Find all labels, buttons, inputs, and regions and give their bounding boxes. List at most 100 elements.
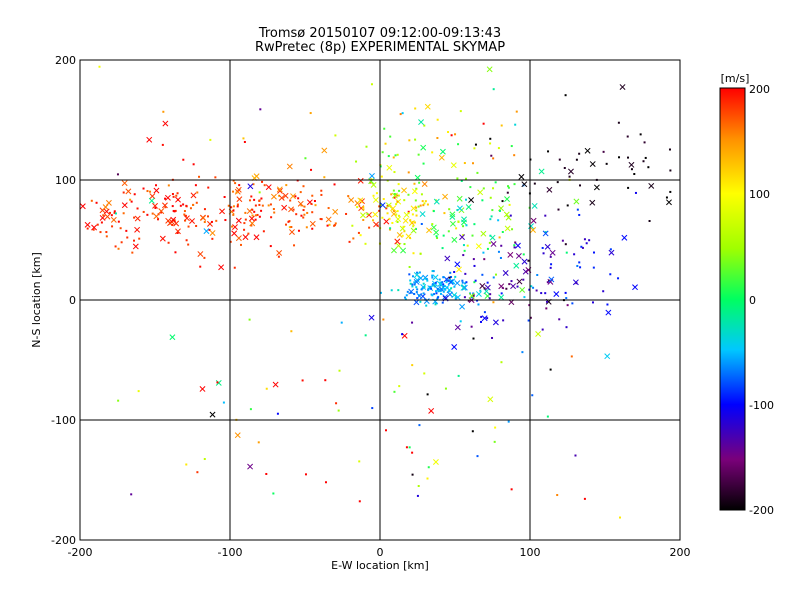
data-point-dot	[414, 221, 417, 224]
data-point-x-marker	[286, 163, 293, 170]
data-point-dot	[643, 141, 646, 144]
data-point-dot	[102, 214, 105, 217]
data-point-dot	[592, 266, 595, 269]
data-point-dot	[558, 158, 561, 161]
data-point-x-marker	[84, 221, 91, 228]
data-point-dot	[429, 285, 432, 288]
data-point-dot	[119, 227, 122, 230]
data-point-dot	[422, 204, 425, 207]
data-point-dot	[617, 277, 620, 280]
data-point-dot	[546, 281, 549, 284]
data-point-dot	[86, 227, 89, 230]
data-point-dot	[480, 315, 483, 318]
data-point-dot	[195, 201, 198, 204]
data-point-dot	[441, 247, 444, 250]
data-point-dot	[182, 158, 185, 161]
data-point-dot	[435, 292, 438, 295]
data-point-dot	[494, 426, 497, 429]
data-point-dot	[383, 127, 386, 130]
data-point-dot	[314, 204, 317, 207]
data-point-dot	[497, 250, 500, 253]
data-point-dot	[453, 270, 456, 273]
data-point-dot	[442, 283, 445, 286]
data-point-dot	[617, 121, 620, 124]
data-point-x-marker	[546, 186, 553, 193]
data-point-dot	[462, 254, 465, 257]
data-point-x-marker	[553, 291, 560, 298]
data-point-dot	[609, 248, 612, 251]
data-point-x-marker	[456, 195, 463, 202]
data-point-dot	[289, 199, 292, 202]
data-point-dot	[203, 208, 206, 211]
data-point-dot	[470, 325, 473, 328]
data-point-dot	[310, 168, 313, 171]
data-point-dot	[573, 253, 576, 256]
data-point-dot	[441, 301, 444, 304]
data-point-dot	[384, 142, 387, 145]
data-point-dot	[303, 213, 306, 216]
data-point-dot	[122, 191, 125, 194]
data-point-dot	[443, 212, 446, 215]
data-point-dot	[395, 213, 398, 216]
data-point-x-marker	[357, 197, 364, 204]
data-point-x-marker	[272, 381, 279, 388]
data-point-dot	[232, 190, 235, 193]
data-point-dot	[238, 184, 241, 187]
data-point-dot	[431, 276, 434, 279]
data-point-x-marker	[170, 216, 177, 223]
data-point-dot	[162, 110, 165, 113]
data-point-dot	[173, 219, 176, 222]
data-point-dot	[444, 288, 447, 291]
data-point-dot	[326, 224, 329, 227]
chart-title: Tromsø 20150107 09:12:00-09:13:43	[258, 26, 501, 41]
data-point-dot	[464, 282, 467, 285]
x-axis-label: E-W location [km]	[331, 559, 429, 572]
data-point-dot	[120, 241, 123, 244]
data-point-dot	[585, 242, 588, 245]
data-point-dot	[189, 207, 192, 210]
data-point-dot	[633, 173, 636, 176]
data-point-dot	[396, 194, 399, 197]
chart-subtitle: RwPretec (8p) EXPERIMENTAL SKYMAP	[255, 40, 505, 55]
data-point-dot	[489, 137, 492, 140]
data-point-x-marker	[270, 193, 277, 200]
data-point-dot	[547, 150, 550, 153]
data-point-dot	[515, 110, 518, 113]
data-point-dot	[421, 200, 424, 203]
data-point-dot	[356, 206, 359, 209]
data-point-dot	[423, 372, 426, 375]
data-point-dot	[125, 229, 128, 232]
data-point-dot	[491, 209, 494, 212]
data-point-dot	[541, 328, 544, 331]
data-point-dot	[436, 296, 439, 299]
data-point-dot	[427, 287, 430, 290]
data-point-dot	[247, 232, 250, 235]
data-point-dot	[498, 209, 501, 212]
data-point-dot	[192, 203, 195, 206]
data-point-x-marker	[515, 242, 521, 249]
data-point-dot	[472, 258, 475, 261]
data-point-x-marker	[584, 147, 591, 154]
data-point-dot	[442, 276, 445, 279]
data-point-dot	[235, 191, 238, 194]
data-point-dot	[486, 317, 489, 320]
data-point-dot	[489, 293, 492, 296]
data-point-dot	[440, 289, 443, 292]
data-point-x-marker	[209, 411, 216, 418]
data-point-x-marker	[461, 216, 467, 223]
data-point-x-marker	[103, 208, 110, 215]
y-tick-label: -200	[51, 534, 76, 547]
data-point-dot	[397, 289, 400, 292]
colorbar: [m/s] -200 -100 0 100 200	[719, 72, 774, 517]
data-point-dot	[566, 204, 569, 207]
data-point-dot	[533, 182, 536, 185]
data-point-dot	[434, 281, 437, 284]
data-point-dot	[227, 204, 230, 207]
data-point-x-marker	[332, 208, 339, 215]
data-point-dot	[359, 234, 362, 237]
data-point-dot	[473, 147, 476, 150]
data-point-dot	[404, 296, 407, 299]
data-point-dot	[462, 234, 465, 237]
data-point-dot	[382, 318, 385, 321]
data-point-dot	[536, 273, 539, 276]
